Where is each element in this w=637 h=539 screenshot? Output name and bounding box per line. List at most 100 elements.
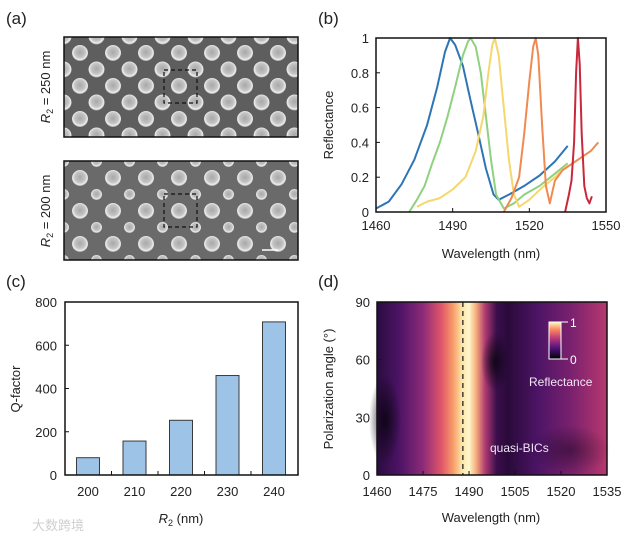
pillar xyxy=(91,222,102,233)
pillar xyxy=(138,170,154,186)
x-tick-label: 1490 xyxy=(438,218,467,233)
pillar xyxy=(190,255,201,260)
pillar xyxy=(72,111,88,127)
pillar xyxy=(253,94,270,111)
colorbar-max: 1 xyxy=(570,316,577,330)
pillar xyxy=(190,222,201,233)
pillar xyxy=(223,255,234,260)
y-axis-label: Q-factor xyxy=(8,365,23,413)
x-tick-label: 1490 xyxy=(455,484,484,499)
y-tick-label: 0.6 xyxy=(351,101,369,116)
colorbar-label: Reflectance xyxy=(529,375,593,389)
pillar xyxy=(270,78,286,94)
pillar xyxy=(237,203,253,219)
pillar xyxy=(72,203,88,219)
x-tick-label: 200 xyxy=(77,484,99,499)
pillar xyxy=(223,161,234,167)
pillar xyxy=(336,111,352,127)
series-line-green xyxy=(408,37,569,212)
y-tick-label: 90 xyxy=(356,295,370,310)
polarization-heatmap: 1 0 Reflectance quasi-BICs 1460 1475 1490 1… xyxy=(321,295,621,525)
pillar xyxy=(253,37,270,45)
pillar xyxy=(64,37,72,45)
panel-label-c: (c) xyxy=(6,272,26,291)
pillar xyxy=(355,255,366,266)
sem-image-r2-200 xyxy=(39,160,366,299)
pillar xyxy=(157,288,168,299)
pillar xyxy=(154,37,171,45)
bar-210 xyxy=(122,440,147,476)
pillar xyxy=(237,111,253,127)
pillar xyxy=(336,170,352,186)
pillar xyxy=(124,255,135,260)
pillar xyxy=(91,288,102,299)
pillar xyxy=(303,269,319,285)
pillar xyxy=(303,203,319,219)
x-tick-label: 1520 xyxy=(547,484,576,499)
y-axis-label: Reflectance xyxy=(321,91,336,160)
pillar xyxy=(270,170,286,186)
pillar xyxy=(303,170,319,186)
pillar xyxy=(39,269,55,285)
pillar xyxy=(204,203,220,219)
pillar xyxy=(322,189,333,200)
pillar xyxy=(322,255,333,266)
x-tick-label: 220 xyxy=(170,484,192,499)
pillar xyxy=(64,161,69,167)
pillar xyxy=(171,269,187,285)
pillar xyxy=(138,203,154,219)
pillar xyxy=(237,78,253,94)
pillar xyxy=(88,94,105,111)
pillar xyxy=(220,127,237,137)
pillar xyxy=(187,94,204,111)
y-tick-label: 1 xyxy=(362,31,369,46)
pillar xyxy=(88,61,105,78)
pillar xyxy=(336,45,352,61)
pillar xyxy=(204,45,220,61)
pillar xyxy=(286,37,298,45)
y-tick-label: 0 xyxy=(362,205,369,220)
y-axis-label: Polarization angle (°) xyxy=(321,329,336,450)
pillar xyxy=(64,255,69,260)
pillar xyxy=(157,222,168,233)
pillar xyxy=(154,61,171,78)
pillar xyxy=(220,61,237,78)
pillar xyxy=(72,144,88,160)
annotation-quasi-bics: quasi-BICs xyxy=(490,441,549,455)
pillar xyxy=(190,288,201,299)
pillar xyxy=(171,236,187,252)
pillar xyxy=(237,144,253,160)
pillar xyxy=(121,61,138,78)
x-tick-label: 1475 xyxy=(409,484,438,499)
pillar xyxy=(187,37,204,45)
x-axis-label: Wavelength (nm) xyxy=(442,246,541,261)
pillar xyxy=(138,78,154,94)
pillar xyxy=(256,161,267,167)
pillar xyxy=(336,144,352,160)
pillar xyxy=(171,144,187,160)
pillar xyxy=(303,111,319,127)
pillar xyxy=(220,94,237,111)
pillar xyxy=(64,127,72,137)
pillar xyxy=(270,236,286,252)
bar-240 xyxy=(262,321,286,476)
pillar xyxy=(72,45,88,61)
pillar xyxy=(289,288,300,299)
pillar xyxy=(157,189,168,200)
pillar xyxy=(105,269,121,285)
pillar xyxy=(223,189,234,200)
pillar xyxy=(289,255,298,260)
pillar xyxy=(237,170,253,186)
label-r2-200: R2 = 200 nm xyxy=(38,175,55,248)
pillar xyxy=(256,222,267,233)
pillar xyxy=(138,236,154,252)
pillar xyxy=(223,222,234,233)
unit-cell-box xyxy=(163,193,198,228)
pillar xyxy=(190,161,201,167)
y-tick-label: 0.2 xyxy=(351,170,369,185)
pillar xyxy=(220,37,237,45)
x-tick-label: 210 xyxy=(124,484,146,499)
x-axis-label: Wavelength (nm) xyxy=(442,510,541,525)
